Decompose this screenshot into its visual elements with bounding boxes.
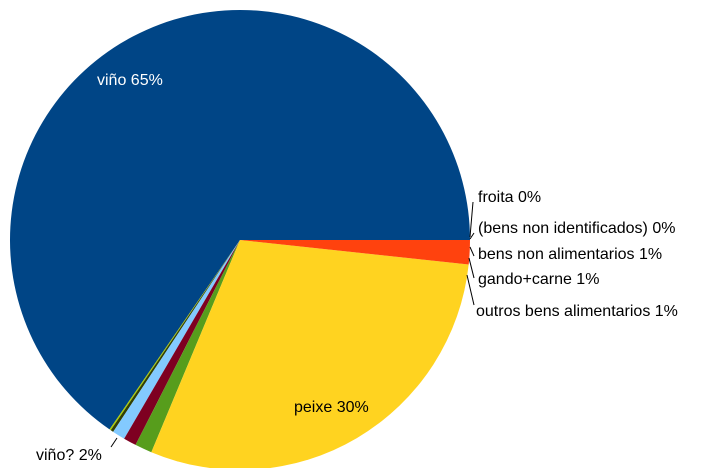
leader-lines: [110, 201, 475, 448]
leader-line-3: [469, 246, 475, 257]
leader-line-7: [110, 437, 118, 448]
pie-slice-4: [124, 240, 240, 445]
pie-slice-7: [240, 240, 470, 265]
pie-slice-5: [135, 240, 240, 453]
slice-label-2: (bens non identificados) 0%: [478, 220, 675, 237]
pie-slice-6: [151, 240, 469, 468]
leader-line-5: [466, 274, 475, 306]
pie-slice-1: [109, 240, 240, 431]
pie-slices: [9, 9, 470, 468]
leader-line-2: [469, 232, 475, 240]
pie-slice-2: [110, 240, 240, 432]
slice-label-1: froita 0%: [478, 189, 541, 206]
pie-slice-3: [113, 240, 240, 439]
leader-line-4: [468, 257, 475, 279]
slice-label-6: peixe 30%: [294, 399, 369, 416]
slice-label-7: viño? 2%: [36, 447, 102, 464]
slice-label-3: bens non alimentarios 1%: [478, 246, 662, 263]
slice-labels: viño 65% froita 0% (bens non identificados…: [36, 72, 678, 464]
slice-label-0: viño 65%: [97, 72, 163, 89]
leader-line-1: [469, 201, 474, 238]
pie-slice-0: [9, 9, 470, 430]
slice-label-4: gando+carne 1%: [478, 271, 599, 288]
slice-label-5: outros bens alimentarios 1%: [476, 303, 678, 320]
